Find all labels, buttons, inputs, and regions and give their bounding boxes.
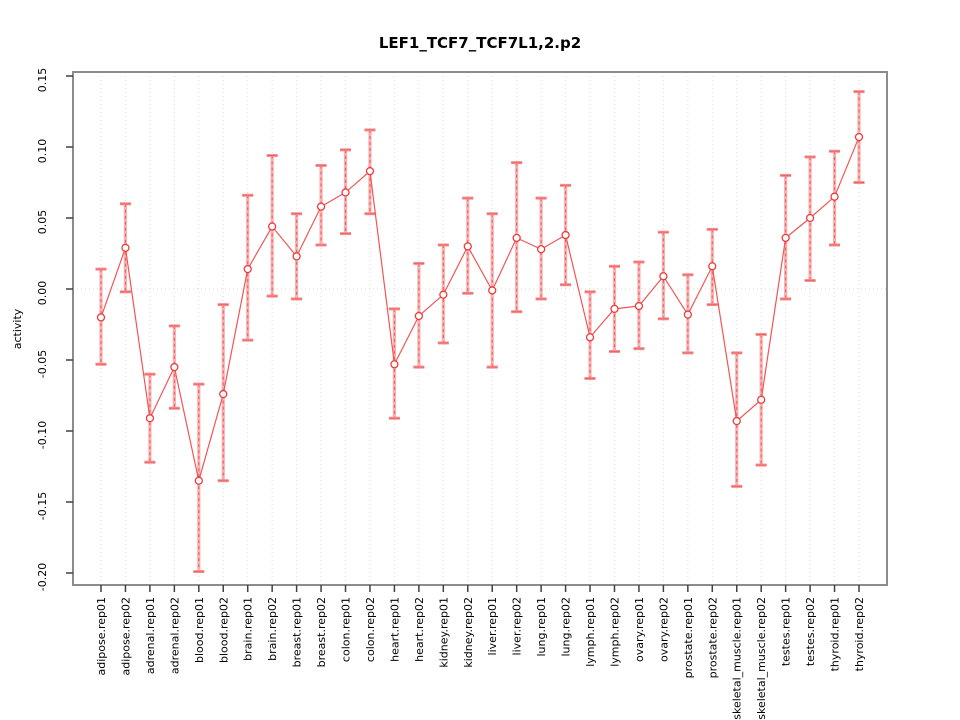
data-point [683, 310, 692, 319]
series-line [100, 136, 860, 481]
y-tick-label: 0.00 [36, 281, 49, 306]
x-tick-label: adipose.rep01 [95, 597, 108, 676]
y-tick-label: -0.05 [36, 350, 49, 378]
x-tick-label: breast.rep01 [291, 597, 304, 667]
x-tick-label: brain.rep01 [242, 597, 255, 661]
y-tick-label: -0.15 [36, 492, 49, 520]
data-point [757, 395, 766, 404]
data-point [634, 301, 644, 311]
data-point [781, 233, 790, 243]
y-tick-label: -0.10 [36, 421, 49, 449]
x-tick-label: lymph.rep01 [584, 597, 597, 667]
x-axis: adipose.rep01 adipose.rep02 adrenal.rep01 a… [95, 585, 866, 720]
data-point [219, 389, 228, 399]
x-tick-label: adrenal.rep01 [144, 597, 157, 674]
x-tick-label: testes.rep01 [780, 597, 793, 666]
data-point [659, 272, 668, 281]
chart-content: 0.15 0.10 0.05 0.00 -0.05 -0.10 -0.15 -0.20 adip… [36, 68, 888, 720]
data-point [732, 416, 741, 426]
x-tick-label: kidney.rep02 [462, 597, 475, 668]
data-point [610, 304, 619, 314]
x-tick-label: blood.rep02 [217, 597, 230, 663]
x-tick-label: lymph.rep02 [608, 597, 621, 667]
x-tick-label: ovary.rep01 [633, 597, 646, 662]
x-tick-label: brain.rep02 [266, 597, 279, 661]
data-point [292, 252, 301, 261]
y-axis-label: activity [11, 308, 24, 349]
data-point [243, 264, 252, 274]
x-tick-label: heart.rep01 [388, 597, 401, 662]
x-tick-label: colon.rep02 [364, 597, 377, 662]
error-bars-group [95, 90, 865, 574]
data-point [512, 233, 521, 243]
x-tick-label: liver.rep01 [486, 597, 499, 655]
x-tick-label: blood.rep01 [193, 597, 206, 663]
data-point [96, 313, 106, 322]
x-tick-label: skeletal_muscle.rep01 [731, 597, 744, 720]
x-tick-label: lung.rep01 [535, 597, 548, 657]
x-tick-label: thyroid.rep01 [829, 597, 842, 671]
plot-frame [72, 71, 888, 586]
data-point [341, 188, 350, 197]
data-point [316, 202, 326, 211]
data-point [268, 222, 277, 231]
gridlines-group [73, 72, 887, 585]
data-point [830, 192, 839, 201]
x-tick-label: lung.rep02 [560, 597, 573, 657]
y-tick-label: 0.10 [36, 139, 49, 164]
data-point [390, 360, 399, 369]
data-point [414, 311, 424, 321]
data-point [536, 245, 546, 254]
x-tick-label: kidney.rep01 [437, 597, 450, 668]
data-point [145, 414, 155, 423]
data-point [488, 286, 497, 295]
y-tick-label: 0.05 [36, 210, 49, 235]
x-tick-label: adipose.rep02 [119, 597, 132, 676]
data-point [439, 290, 448, 299]
y-axis: 0.15 0.10 0.05 0.00 -0.05 -0.10 -0.15 -0.20 [36, 68, 73, 591]
data-point [170, 362, 179, 372]
x-tick-label: colon.rep01 [340, 597, 353, 662]
x-tick-label: prostate.rep02 [706, 597, 719, 678]
y-tick-label: 0.15 [36, 68, 49, 93]
points-group [96, 132, 864, 485]
data-point [561, 230, 570, 240]
data-point [585, 333, 595, 342]
chart-title: LEF1_TCF7_TCF7L1,2.p2 [379, 34, 581, 52]
x-tick-label: prostate.rep01 [682, 597, 695, 678]
x-tick-label: breast.rep02 [315, 597, 328, 667]
data-point [194, 476, 203, 485]
x-tick-label: heart.rep02 [413, 597, 426, 662]
data-point [463, 242, 472, 251]
x-tick-label: thyroid.rep02 [853, 597, 866, 671]
data-point [365, 166, 375, 176]
y-tick-label: -0.20 [36, 563, 49, 591]
x-tick-label: skeletal_muscle.rep02 [755, 597, 768, 720]
x-tick-label: ovary.rep02 [657, 597, 670, 662]
data-point [805, 213, 815, 223]
data-point [121, 243, 130, 252]
x-tick-label: testes.rep02 [804, 597, 817, 666]
x-tick-label: adrenal.rep02 [168, 597, 181, 674]
data-point [854, 132, 864, 142]
x-tick-label: liver.rep02 [511, 597, 524, 655]
data-point [708, 262, 717, 271]
